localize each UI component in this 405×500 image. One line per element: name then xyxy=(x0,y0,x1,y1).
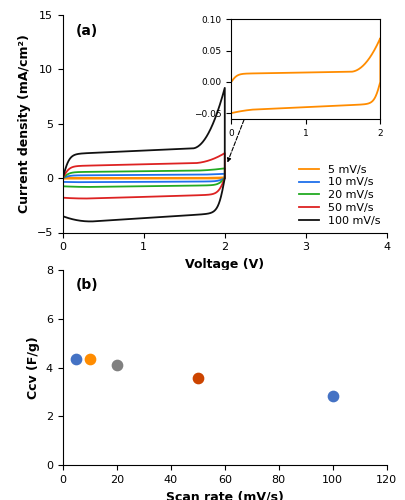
50 mV/s xyxy=(115,162,120,168)
50 mV/s xyxy=(83,196,88,202)
20 mV/s xyxy=(207,182,212,188)
5 mV/s xyxy=(115,175,120,181)
100 mV/s xyxy=(222,85,227,91)
10 mV/s xyxy=(207,178,212,184)
20 mV/s xyxy=(103,168,108,174)
100 mV/s xyxy=(170,146,175,152)
Point xyxy=(194,374,201,382)
5 mV/s xyxy=(60,176,65,182)
10 mV/s xyxy=(115,172,120,178)
10 mV/s xyxy=(201,172,206,177)
50 mV/s xyxy=(222,150,227,156)
Line: 50 mV/s: 50 mV/s xyxy=(63,153,225,198)
20 mV/s xyxy=(214,182,219,188)
20 mV/s xyxy=(60,184,65,190)
100 mV/s xyxy=(88,218,93,224)
5 mV/s xyxy=(201,175,206,181)
20 mV/s xyxy=(222,166,227,172)
5 mV/s xyxy=(103,175,108,181)
Line: 20 mV/s: 20 mV/s xyxy=(63,168,225,187)
5 mV/s xyxy=(222,174,227,180)
Point xyxy=(87,355,93,363)
Line: 10 mV/s: 10 mV/s xyxy=(63,174,225,182)
100 mV/s xyxy=(201,138,206,144)
5 mV/s xyxy=(207,176,212,182)
Line: 100 mV/s: 100 mV/s xyxy=(63,88,225,222)
100 mV/s xyxy=(214,206,219,212)
20 mV/s xyxy=(86,184,91,190)
50 mV/s xyxy=(170,160,175,166)
10 mV/s xyxy=(60,179,65,185)
20 mV/s xyxy=(201,168,206,173)
Legend: 5 mV/s, 10 mV/s, 20 mV/s, 50 mV/s, 100 mV/s: 5 mV/s, 10 mV/s, 20 mV/s, 50 mV/s, 100 m… xyxy=(294,160,385,230)
100 mV/s xyxy=(60,175,65,181)
5 mV/s xyxy=(170,175,175,181)
Y-axis label: Current density (mA/cm²): Current density (mA/cm²) xyxy=(18,34,31,213)
5 mV/s xyxy=(60,175,65,181)
20 mV/s xyxy=(60,175,65,181)
10 mV/s xyxy=(214,178,219,184)
100 mV/s xyxy=(60,213,65,219)
10 mV/s xyxy=(170,172,175,178)
50 mV/s xyxy=(60,194,65,200)
10 mV/s xyxy=(103,172,108,178)
X-axis label: Scan rate (mV/s): Scan rate (mV/s) xyxy=(166,490,284,500)
100 mV/s xyxy=(207,210,212,216)
20 mV/s xyxy=(115,168,120,174)
100 mV/s xyxy=(103,150,108,156)
50 mV/s xyxy=(60,175,65,181)
50 mV/s xyxy=(201,159,206,165)
Text: (a): (a) xyxy=(76,24,98,38)
20 mV/s xyxy=(170,168,175,174)
Point xyxy=(113,361,120,369)
50 mV/s xyxy=(103,162,108,168)
Text: (b): (b) xyxy=(76,278,98,292)
10 mV/s xyxy=(85,179,90,185)
10 mV/s xyxy=(222,171,227,177)
50 mV/s xyxy=(207,192,212,198)
Point xyxy=(73,355,79,363)
10 mV/s xyxy=(60,175,65,181)
Y-axis label: Ccv (F/g): Ccv (F/g) xyxy=(28,336,40,399)
X-axis label: Voltage (V): Voltage (V) xyxy=(185,258,264,271)
Point xyxy=(330,392,336,400)
100 mV/s xyxy=(115,149,120,155)
5 mV/s xyxy=(214,176,219,182)
50 mV/s xyxy=(214,190,219,196)
